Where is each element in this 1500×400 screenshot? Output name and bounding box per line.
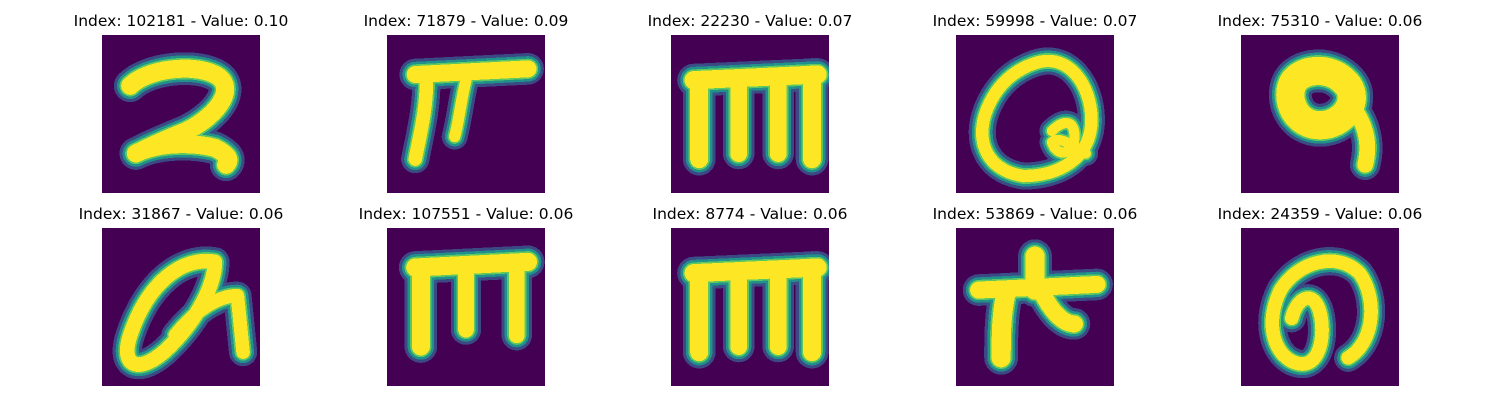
character-image	[102, 228, 260, 386]
character-image	[1241, 228, 1399, 386]
panel-title: Index: 22230 - Value: 0.07	[647, 12, 853, 30]
character-image	[956, 35, 1114, 193]
character-image	[102, 35, 260, 193]
character-image	[387, 228, 545, 386]
panel-title: Index: 31867 - Value: 0.06	[78, 205, 284, 223]
character-image	[671, 35, 829, 193]
character-image	[671, 228, 829, 386]
panel-title: Index: 8774 - Value: 0.06	[652, 205, 848, 223]
panel-title: Index: 75310 - Value: 0.06	[1217, 12, 1423, 30]
character-image	[956, 228, 1114, 386]
panel-title: Index: 53869 - Value: 0.06	[932, 205, 1138, 223]
panel-title: Index: 24359 - Value: 0.06	[1217, 205, 1423, 223]
character-image	[1241, 35, 1399, 193]
panel-title: Index: 71879 - Value: 0.09	[363, 12, 569, 30]
panel-title: Index: 102181 - Value: 0.10	[73, 12, 289, 30]
panel-title: Index: 59998 - Value: 0.07	[932, 12, 1138, 30]
character-image	[387, 35, 545, 193]
panel-title: Index: 107551 - Value: 0.06	[358, 205, 574, 223]
